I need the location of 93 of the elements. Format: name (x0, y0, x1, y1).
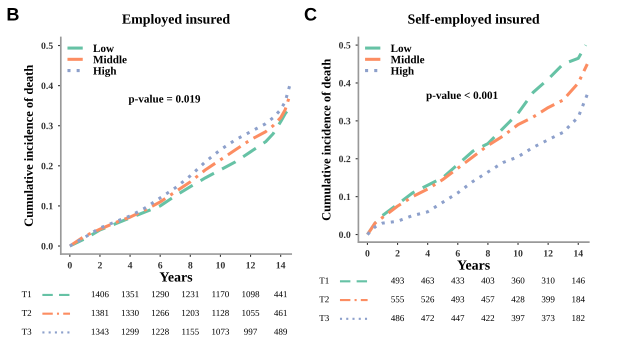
text: 1330 (122, 310, 139, 316)
text: 182 (572, 315, 585, 322)
text: 997 (244, 328, 258, 335)
text: 1128 (212, 310, 229, 316)
text: C (304, 8, 317, 21)
y-tick-label: 0.0 (338, 231, 350, 238)
text: 1073 (212, 328, 230, 335)
text: 472 (421, 315, 434, 322)
y-axis-title: Cumulative incidence of death (24, 64, 33, 226)
text: 433 (451, 278, 464, 284)
text: 399 (542, 296, 555, 302)
y-tick-label: 0.4 (41, 82, 53, 90)
y-tick-label: 0.3 (338, 118, 350, 124)
text: 1290 (152, 291, 169, 298)
text: 1155 (182, 328, 199, 335)
text: 1266 (152, 310, 169, 316)
text: 1381 (92, 310, 108, 316)
text: 146 (572, 278, 585, 284)
text: 447 (451, 315, 464, 322)
text: 461 (274, 310, 287, 316)
chart-title: Employed insured (122, 14, 230, 27)
text: 1203 (182, 310, 199, 316)
text: T3 (22, 328, 32, 335)
y-axis-title: Cumulative incidence of death (322, 58, 331, 220)
text: 422 (481, 315, 494, 322)
x-tick-label: 4 (128, 262, 132, 268)
text: 493 (390, 278, 404, 284)
x-tick-label: 14 (276, 262, 286, 268)
text: 441 (274, 291, 287, 298)
chart-title: Self-employed insured (408, 14, 540, 27)
x-tick-label: 2 (396, 250, 400, 256)
text: 397 (512, 315, 525, 322)
y-tick-label: 0.5 (338, 42, 350, 49)
text: T2 (22, 310, 32, 316)
x-tick-label: 10 (514, 250, 523, 257)
x-tick-label: 12 (544, 250, 553, 256)
legend-label: Low (93, 44, 114, 52)
x-tick-label: 12 (246, 262, 255, 268)
legend-label: High (93, 66, 116, 77)
text: 1351 (122, 291, 139, 298)
x-tick-label: 2 (98, 262, 102, 268)
text: 403 (481, 277, 494, 284)
text: 489 (274, 328, 288, 335)
text: 463 (421, 278, 434, 284)
x-tick-label: 0 (365, 250, 370, 257)
x-tick-label: 10 (216, 262, 225, 269)
text: 486 (390, 315, 404, 322)
y-tick-label: 0.2 (41, 162, 53, 170)
text: T3 (319, 315, 329, 322)
text: 373 (542, 315, 555, 322)
text: 1299 (122, 328, 139, 335)
legend-label: High (390, 66, 414, 77)
text: 457 (481, 296, 494, 302)
x-tick-label: 0 (68, 262, 72, 269)
line-series (366, 92, 589, 236)
annotation: p-value < 0.001 (426, 91, 498, 102)
x-tick-label: 8 (188, 262, 192, 269)
x-tick-label: 6 (158, 262, 162, 269)
text: 428 (511, 296, 524, 302)
text: 360 (512, 277, 524, 284)
y-tick-label: 0.4 (338, 80, 351, 86)
text: 555 (391, 296, 404, 302)
x-axis-title: Years (160, 272, 192, 282)
text: 1170 (212, 291, 229, 298)
text: 526 (421, 296, 434, 302)
x-axis-title: Years (457, 260, 490, 270)
y-tick-label: 0.1 (41, 202, 53, 210)
x-tick-label: 4 (425, 250, 430, 256)
text: T1 (22, 291, 32, 298)
text: B (8, 8, 19, 20)
y-tick-label: 0.5 (41, 42, 53, 50)
text: 493 (451, 296, 464, 302)
text: T1 (319, 278, 329, 284)
text: 1055 (242, 310, 260, 316)
text: 1231 (182, 291, 199, 298)
text: T2 (319, 296, 329, 302)
legend-label: Middle (93, 56, 127, 64)
text: 184 (572, 296, 585, 302)
text: 310 (542, 277, 555, 284)
annotation: p-value = 0.019 (128, 94, 200, 105)
y-tick-label: 0.1 (338, 194, 350, 200)
y-tick-label: 0.0 (41, 242, 53, 250)
text: 1228 (152, 328, 169, 335)
x-tick-label: 8 (486, 250, 490, 257)
x-tick-label: 14 (574, 250, 583, 256)
y-tick-label: 0.3 (41, 122, 53, 130)
text: 1098 (242, 291, 260, 298)
legend-label: Low (390, 44, 412, 52)
legend-label: Middle (390, 56, 424, 64)
x-tick-label: 6 (456, 250, 460, 257)
y-tick-label: 0.2 (338, 156, 350, 162)
text: 1406 (92, 291, 109, 298)
text: 1343 (92, 328, 109, 335)
